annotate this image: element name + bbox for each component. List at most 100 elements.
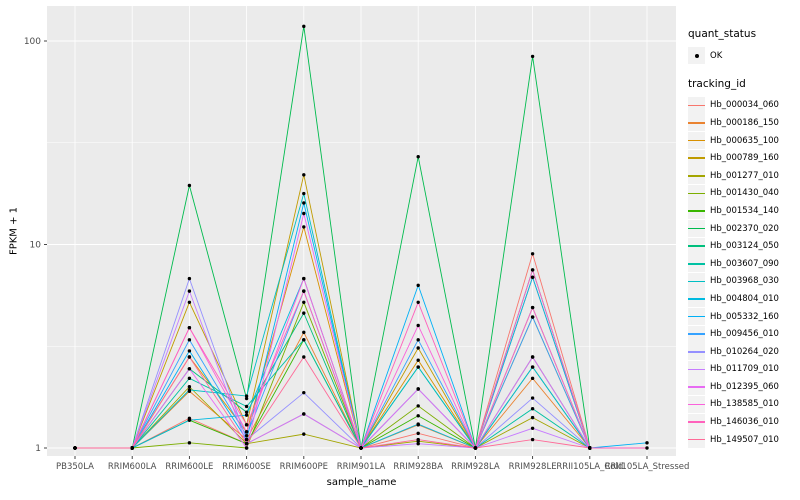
data-point [187, 338, 192, 342]
data-point [187, 367, 192, 371]
x-tick-label: RRIM600LA [108, 462, 157, 472]
data-point [302, 225, 306, 229]
series-line-Hb_001277_010 [75, 386, 591, 449]
legend-key [688, 378, 705, 396]
series-line-Hb_002370_020 [75, 26, 591, 449]
data-point [530, 415, 535, 420]
data-point [187, 355, 192, 359]
data-point [473, 446, 478, 450]
data-point [302, 330, 306, 335]
line-swatch-icon [688, 403, 705, 406]
legend-entry: Hb_000186_150 [688, 114, 798, 132]
legend-entry-label: Hb_003607_090 [710, 258, 779, 269]
legend-key [688, 431, 705, 449]
legend-key [688, 47, 705, 65]
legend-title-tracking-id: tracking_id [688, 77, 746, 90]
legend-key [688, 325, 705, 343]
data-point [187, 276, 192, 281]
data-point [302, 300, 306, 304]
line-swatch-icon [688, 386, 705, 388]
legend-entry-label: Hb_011709_010 [710, 364, 779, 375]
data-point [302, 390, 306, 395]
data-point [530, 365, 535, 369]
data-point [244, 437, 249, 442]
data-point [416, 155, 420, 159]
legend-entry: Hb_012395_060 [688, 378, 798, 396]
legend-key [688, 114, 705, 132]
data-point [302, 276, 306, 281]
panel-background [47, 6, 676, 456]
legend-entry: Hb_149507_010 [688, 431, 798, 449]
legend-entry: Hb_001277_010 [688, 167, 798, 185]
data-point [416, 323, 420, 328]
data-point [187, 441, 192, 445]
legend-key [688, 255, 705, 273]
legend-entry: Hb_003607_090 [688, 255, 798, 273]
line-swatch-icon [688, 104, 705, 107]
data-point [187, 183, 192, 188]
data-point [645, 441, 649, 445]
line-swatch-icon [688, 438, 705, 441]
data-point [302, 311, 306, 315]
legend-entry: Hb_002370_020 [688, 220, 798, 238]
y-tick-label: 1 [35, 444, 41, 454]
data-point [416, 346, 420, 350]
data-point [530, 396, 535, 400]
data-point [302, 338, 306, 342]
legend-key [688, 202, 705, 220]
legend-entry: Hb_001430_040 [688, 184, 798, 203]
legend-entry-label: Hb_012395_060 [710, 381, 779, 392]
data-point [530, 305, 535, 310]
data-point [302, 173, 306, 177]
data-point [187, 300, 192, 304]
legend-entry-label: Hb_005332_160 [710, 311, 779, 322]
data-point [530, 437, 535, 442]
data-point [530, 315, 535, 319]
legend-key [688, 184, 705, 202]
data-point [302, 289, 306, 293]
data-point [530, 275, 535, 279]
data-point [302, 24, 306, 29]
line-swatch-icon [688, 298, 705, 300]
legend-entry: Hb_005332_160 [688, 308, 798, 326]
legend-tracking-entries: Hb_000034_060 Hb_000186_150 Hb_000635_100 H… [688, 96, 798, 449]
y-axis-title: FPKM + 1 [8, 206, 20, 256]
data-point [244, 394, 249, 398]
legend-entry-label: Hb_000034_060 [710, 100, 779, 111]
legend-entry-label: Hb_000186_150 [710, 117, 779, 128]
line-swatch-icon [688, 192, 705, 195]
data-point [244, 413, 249, 417]
data-point [530, 268, 535, 272]
legend-key [688, 237, 705, 255]
line-swatch-icon [688, 122, 705, 124]
data-point [416, 404, 420, 408]
legend-entry-label: Hb_138585_010 [710, 399, 779, 410]
x-tick-label: RRIM600SE [222, 462, 271, 472]
data-point [302, 355, 306, 359]
x-tick-label: RRIM600PE [280, 462, 328, 472]
data-point [302, 201, 306, 205]
line-swatch-icon [688, 139, 705, 142]
legend-key [688, 132, 705, 150]
legend-entry: Hb_004804_010 [688, 290, 798, 308]
data-point [416, 431, 420, 436]
legend-entry-ok: OK [688, 47, 798, 65]
data-point [530, 376, 535, 381]
series-line-Hb_010264_020 [75, 277, 591, 449]
data-point [187, 326, 192, 330]
line-swatch-icon [688, 157, 705, 159]
legend-key [688, 413, 705, 431]
legend-key [688, 395, 705, 413]
data-point [244, 404, 249, 409]
legend-entry-label: Hb_002370_020 [710, 223, 779, 234]
data-point [244, 396, 249, 401]
line-swatch-icon [688, 262, 705, 265]
legend-key [688, 149, 705, 167]
legend-entry-label: Hb_010264_020 [710, 346, 779, 357]
legend-entry: Hb_009456_010 [688, 325, 798, 343]
line-swatch-icon [688, 227, 705, 230]
y-tick-label: 100 [24, 37, 41, 47]
x-tick-label: PB350LA [56, 462, 94, 472]
legend-entry: Hb_000034_060 [688, 96, 798, 115]
